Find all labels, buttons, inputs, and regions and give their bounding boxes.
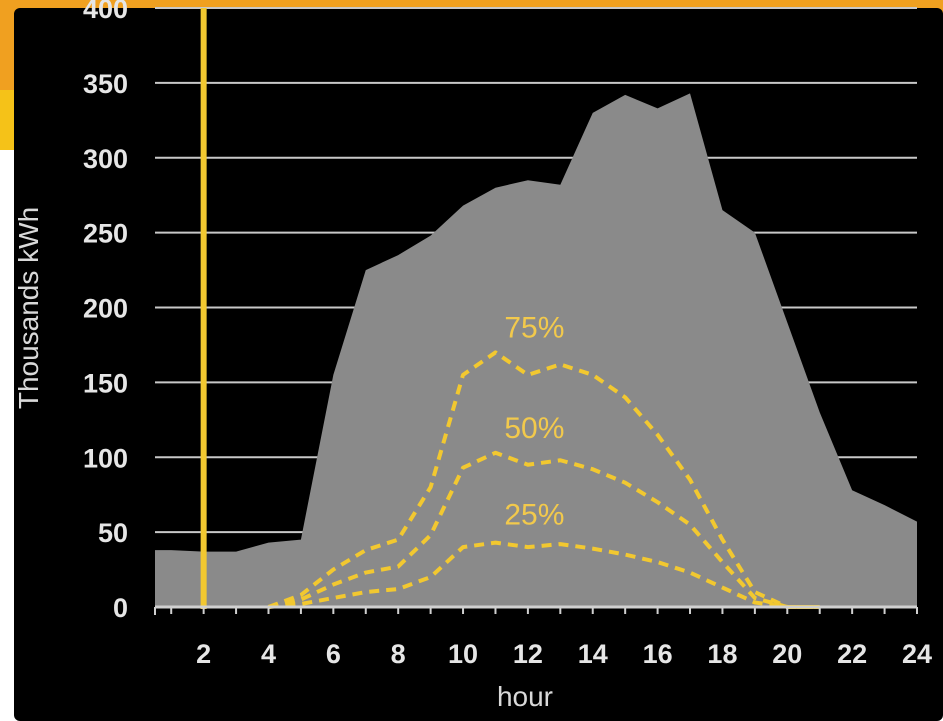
x-tick-label-20: 20 [772,639,802,669]
y-tick-labels: 0 50 100 150 200 250 300 350 400 [83,0,128,623]
x-tick-label-16: 16 [643,639,673,669]
dashed-curve-1 [267,350,820,609]
x-tick-label-4: 4 [261,639,276,669]
x-tick-label-14: 14 [578,639,608,669]
percentage-curves [267,350,820,609]
x-tick-label-12: 12 [513,639,543,669]
x-tick-label-24: 24 [902,639,932,669]
y-tick-label-250: 250 [83,219,128,249]
y-tick-label-150: 150 [83,368,128,398]
axes [154,605,918,615]
area-series-0 [155,93,917,608]
x-tick-label-6: 6 [326,639,341,669]
consumption-area [155,93,917,608]
dashed-curve-2 [268,450,820,609]
percentage-label-0: 75% [504,311,564,344]
y-tick-label-350: 350 [83,69,128,99]
y-tick-label-200: 200 [83,294,128,324]
x-tick-labels: 2 4 6 8 10 12 14 16 18 20 22 24 [196,639,932,669]
x-tick-label-18: 18 [707,639,737,669]
x-tick-label-2: 2 [196,639,211,669]
y-tick-label-300: 300 [83,144,128,174]
y-tick-label-50: 50 [98,518,128,548]
y-tick-label-400: 400 [83,0,128,24]
x-tick-label-8: 8 [391,639,406,669]
y-axis-title: Thousands kWh [13,207,44,409]
y-tick-label-100: 100 [83,443,128,473]
percentage-label-2: 25% [504,499,564,532]
percentage-labels: 75% 50% 25% [504,311,564,531]
y-tick-label-0: 0 [113,593,128,623]
x-axis-title: hour [497,681,553,712]
x-tick-label-22: 22 [837,639,867,669]
x-tick-label-10: 10 [448,639,478,669]
percentage-label-1: 50% [504,412,564,445]
dashed-curve-3 [268,540,820,609]
